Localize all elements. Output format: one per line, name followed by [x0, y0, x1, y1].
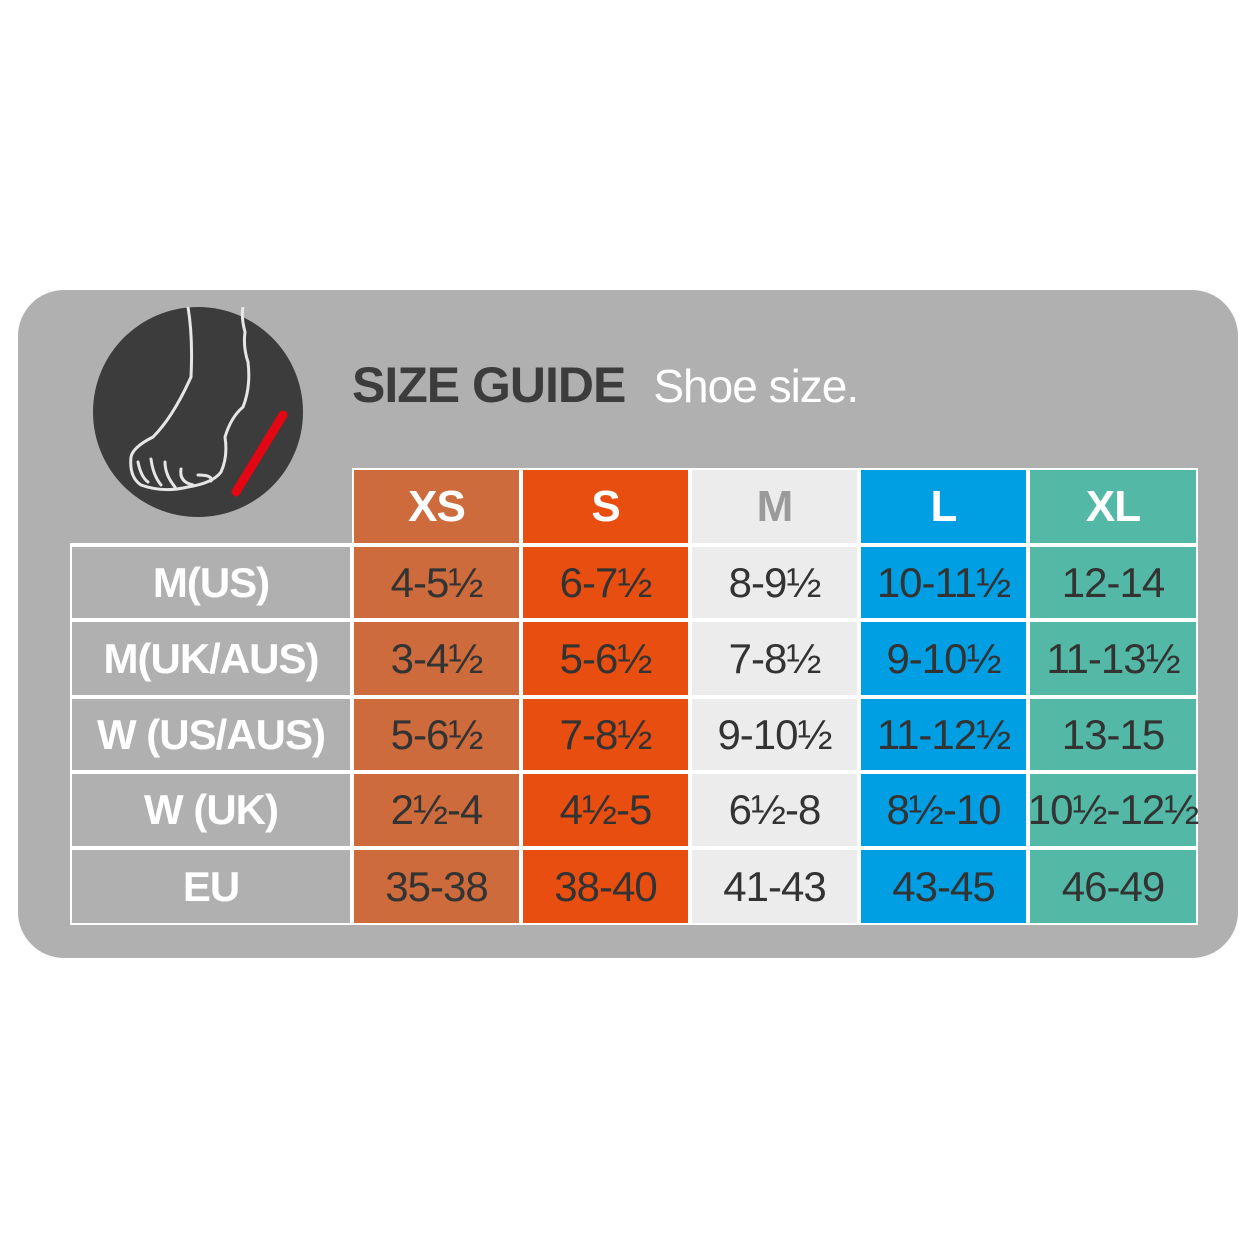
header-xl: XL [1028, 468, 1198, 545]
size-cell: 7-8½ [521, 697, 690, 772]
size-cell: 10-11½ [859, 545, 1028, 620]
size-cell: 7-8½ [690, 620, 859, 697]
size-cell: 41-43 [690, 848, 859, 925]
row-label: M(US) [70, 545, 352, 620]
title-text: SIZE GUIDE [352, 357, 626, 413]
size-cell: 11-12½ [859, 697, 1028, 772]
size-cell: 3-4½ [352, 620, 521, 697]
size-cell: 6½-8 [690, 772, 859, 848]
page-title: SIZE GUIDE Shoe size. [352, 355, 859, 416]
size-cell: 46-49 [1028, 848, 1198, 925]
size-cell: 5-6½ [352, 697, 521, 772]
size-cell: 10½-12½ [1028, 772, 1199, 848]
size-cell: 43-45 [859, 848, 1028, 925]
size-cell: 35-38 [352, 848, 521, 925]
row-label: EU [70, 848, 352, 925]
row-label: M(UK/AUS) [70, 620, 352, 697]
size-cell: 11-13½ [1028, 620, 1198, 697]
header-xs: XS [352, 468, 521, 545]
size-cell: 2½-4 [352, 772, 521, 848]
size-cell: 5-6½ [521, 620, 690, 697]
size-cell: 12-14 [1028, 545, 1198, 620]
row-label: W (US/AUS) [70, 697, 352, 772]
size-cell: 8-9½ [690, 545, 859, 620]
size-cell: 9-10½ [859, 620, 1028, 697]
size-cell: 13-15 [1028, 697, 1198, 772]
size-cell: 6-7½ [521, 545, 690, 620]
header-s: S [521, 468, 690, 545]
size-cell: 8½-10 [859, 772, 1028, 848]
foot-measure-icon [93, 307, 303, 517]
size-cell: 38-40 [521, 848, 690, 925]
size-table: XS S M L XL M(US) 4-5½ 6-7½ 8-9½ 10-11½ 12-14… [70, 468, 1199, 925]
size-cell: 9-10½ [690, 697, 859, 772]
corner-blank [70, 468, 352, 545]
row-label: W (UK) [70, 772, 352, 848]
subtitle-text: Shoe size. [653, 360, 859, 412]
size-cell: 4-5½ [352, 545, 521, 620]
header-l: L [859, 468, 1028, 545]
header-m: M [690, 468, 859, 545]
size-cell: 4½-5 [521, 772, 690, 848]
